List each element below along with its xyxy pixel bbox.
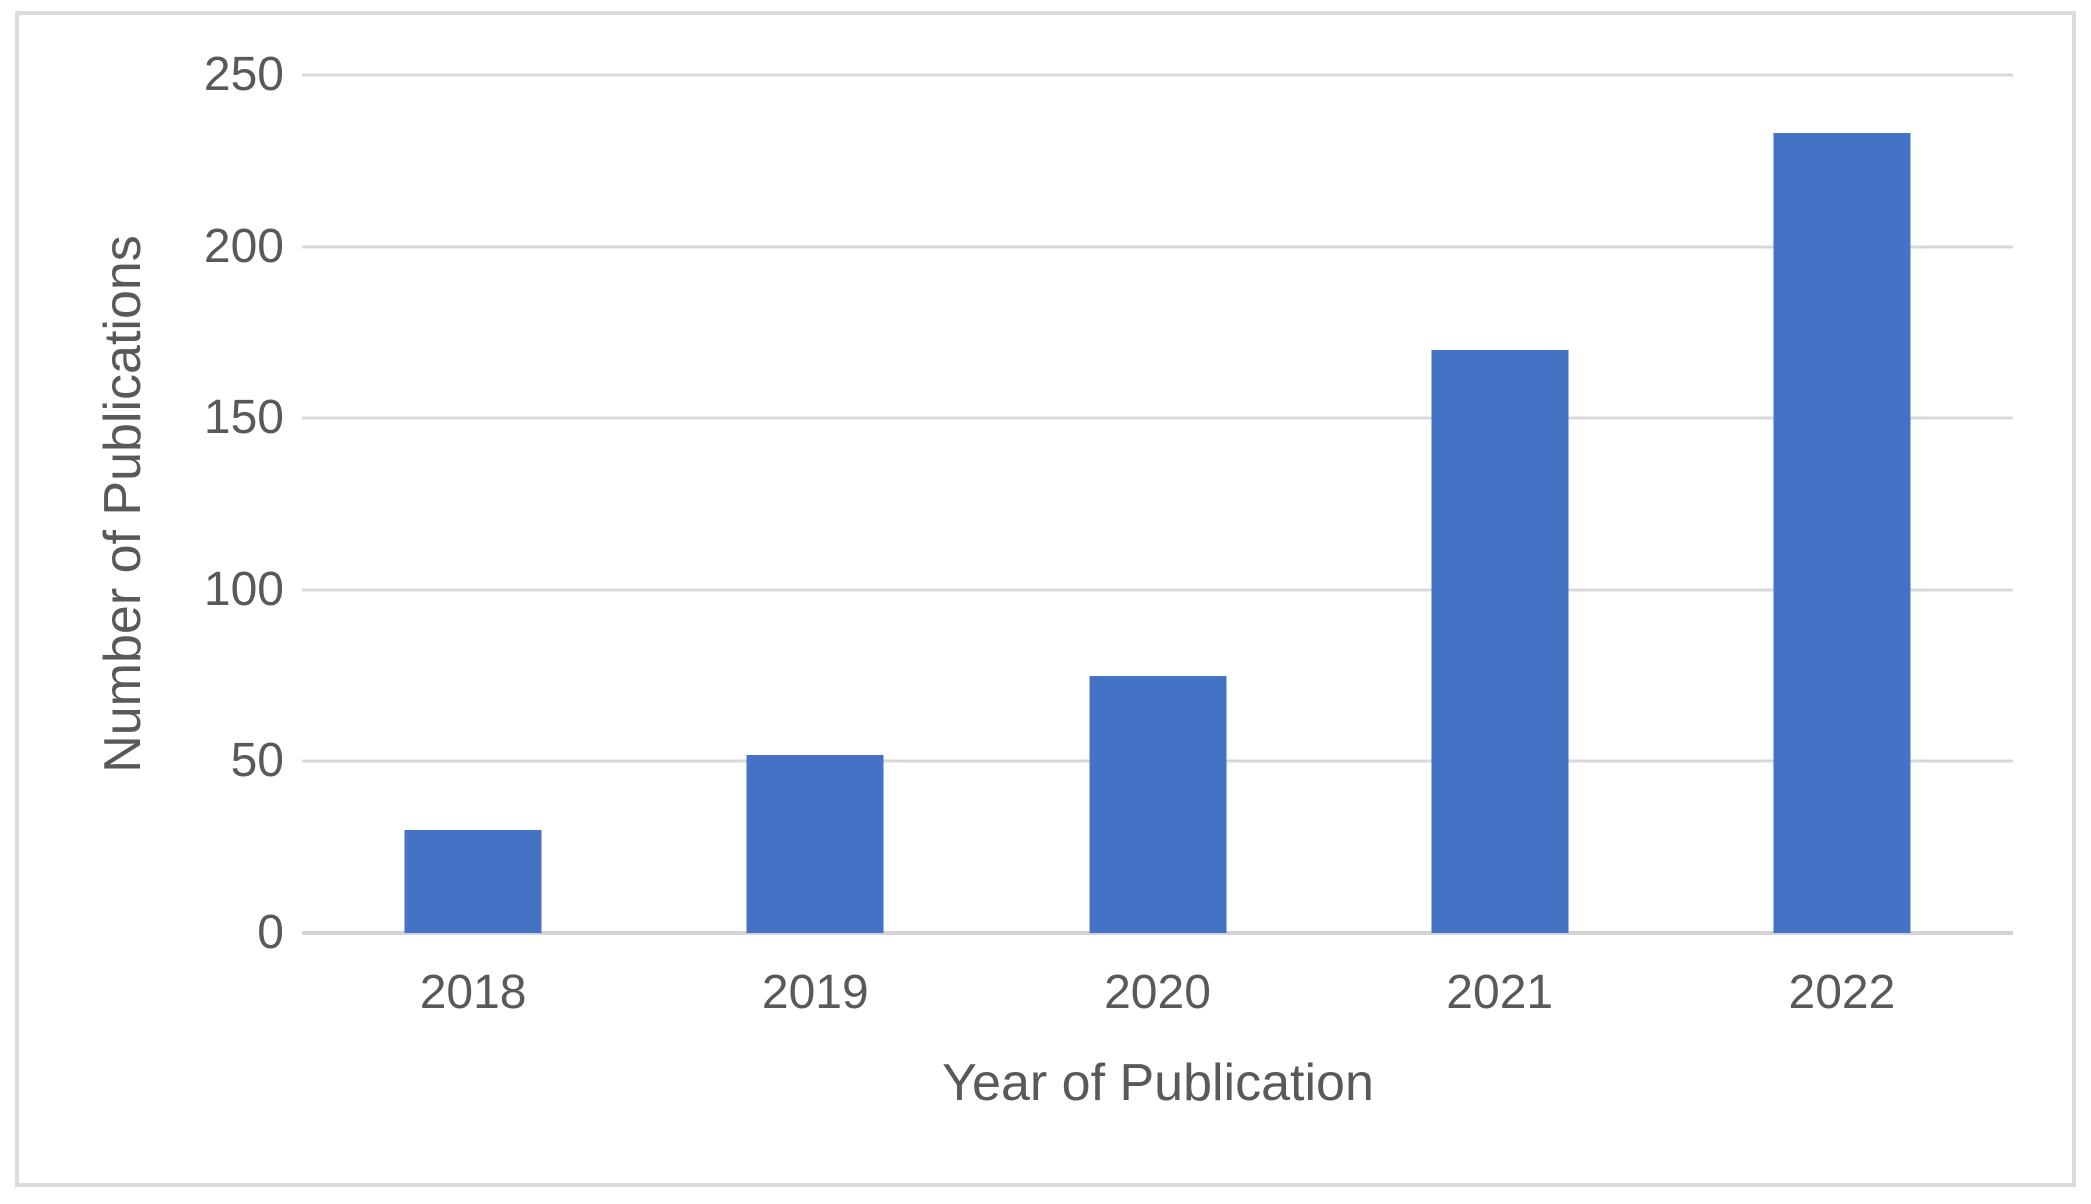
y-tick-label-100: 100	[203, 562, 284, 616]
gridline-200	[302, 245, 2013, 249]
gridline-150	[302, 416, 2013, 420]
bar-2021	[1431, 349, 1569, 933]
x-axis-line	[302, 931, 2013, 935]
y-tick-label-250: 250	[203, 48, 284, 101]
x-tick-label-2021: 2021	[1446, 966, 1554, 1019]
plot-area: 0 50 100 150 200 250 2018 2019 2020 2021 2022	[204, 51, 2013, 1017]
y-tick-label-0: 0	[257, 906, 284, 959]
x-tick-label-2019: 2019	[761, 966, 869, 1019]
bar-2019	[746, 754, 884, 933]
chart-frame	[15, 11, 2076, 1187]
x-tick-label-2022: 2022	[1788, 966, 1896, 1019]
y-tick-label-150: 150	[203, 391, 284, 445]
bar-2022	[1773, 133, 1911, 933]
gridline-100	[302, 588, 2013, 592]
bar-2018	[404, 830, 542, 933]
y-axis-title: Number of Publications	[94, 235, 152, 773]
x-tick-label-2020: 2020	[1104, 966, 1211, 1019]
gridline-250	[302, 73, 2013, 77]
y-tick-label-50: 50	[230, 734, 284, 788]
bar-2020	[1089, 675, 1226, 933]
x-tick-label-2018: 2018	[419, 966, 527, 1019]
y-tick-label-200: 200	[203, 219, 284, 273]
x-axis-title: Year of Publication	[942, 1054, 1374, 1112]
